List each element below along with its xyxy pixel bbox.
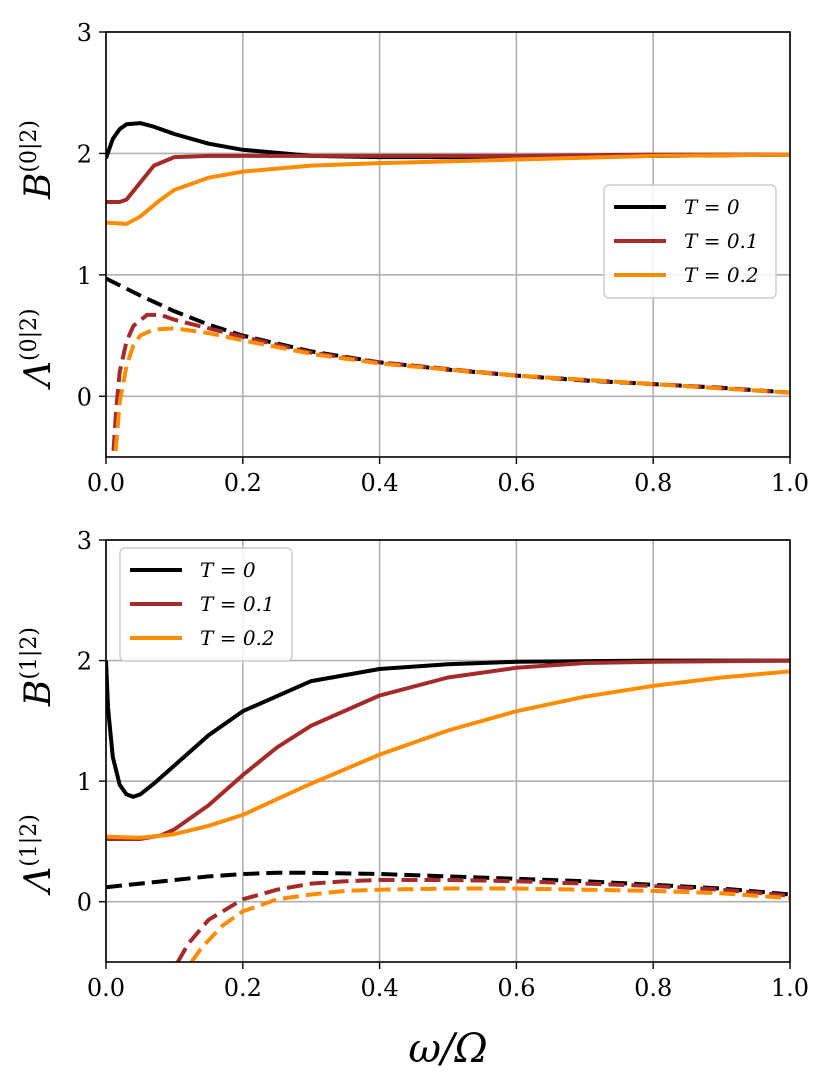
lambda-line-5 bbox=[113, 326, 790, 452]
legend-label: T = 0.1 bbox=[200, 592, 275, 616]
y-tick-label: 2 bbox=[77, 140, 92, 168]
y-label-lower: Λ(0|2) bbox=[17, 308, 59, 390]
series-group bbox=[106, 121, 790, 452]
b-line-1 bbox=[106, 152, 790, 204]
b-line-1 bbox=[106, 658, 790, 841]
legend-label: T = 0 bbox=[684, 195, 740, 219]
axes-frame bbox=[105, 539, 791, 963]
legend-label: T = 0.1 bbox=[684, 229, 759, 253]
b-line-2 bbox=[106, 669, 790, 840]
x-axis-label: ω/Ω bbox=[408, 1026, 487, 1072]
lambda-line-4 bbox=[111, 312, 790, 452]
legend-label: T = 0 bbox=[200, 558, 256, 582]
x-tick-label: 0.0 bbox=[87, 469, 125, 497]
legend-box bbox=[603, 184, 777, 299]
y-tick-label: 0 bbox=[77, 889, 92, 917]
x-tick-label: 0.2 bbox=[224, 469, 262, 497]
b-line-2 bbox=[106, 152, 790, 226]
x-tick-label: 0.0 bbox=[87, 974, 125, 1002]
y-tick-label: 3 bbox=[77, 527, 92, 555]
y-label-lower: Λ(1|2) bbox=[17, 814, 59, 896]
y-tick-label: 3 bbox=[77, 19, 92, 47]
lambda-line-4 bbox=[176, 878, 790, 962]
x-tick-label: 1.0 bbox=[771, 974, 809, 1002]
x-tick-label: 0.6 bbox=[497, 974, 535, 1002]
legend-box bbox=[119, 547, 293, 662]
y-tick-label: 1 bbox=[77, 262, 92, 290]
x-tick-label: 0.4 bbox=[361, 974, 399, 1002]
lambda-line-5 bbox=[189, 886, 790, 962]
legend-label: T = 0.2 bbox=[684, 263, 759, 287]
x-tick-label: 0.8 bbox=[634, 469, 672, 497]
y-tick-label: 2 bbox=[77, 648, 92, 676]
legend: T = 0 T = 0.1 T = 0.2 bbox=[119, 547, 293, 662]
axes-frame bbox=[105, 31, 791, 458]
y-tick-label: 0 bbox=[77, 383, 92, 411]
legend: T = 0 T = 0.1 T = 0.2 bbox=[603, 184, 777, 299]
bottom-panel: 0.0 0.2 0.4 0.6 0.8 1.0 0 1 2 3 B(1|2) Λ(1|2) ω/Ω T =… bbox=[17, 527, 809, 1072]
b-line-0 bbox=[106, 658, 790, 799]
x-tick-label: 0.8 bbox=[634, 974, 672, 1002]
y-tick-label: 1 bbox=[77, 768, 92, 796]
x-tick-label: 0.2 bbox=[224, 974, 262, 1002]
series-group bbox=[106, 658, 790, 962]
x-tick-label: 1.0 bbox=[771, 469, 809, 497]
y-label-upper: B(1|2) bbox=[17, 627, 59, 707]
x-tick-label: 0.6 bbox=[497, 469, 535, 497]
x-tick-label: 0.4 bbox=[361, 469, 399, 497]
legend-label: T = 0.2 bbox=[200, 626, 275, 650]
y-label-upper: B(0|2) bbox=[17, 120, 59, 200]
